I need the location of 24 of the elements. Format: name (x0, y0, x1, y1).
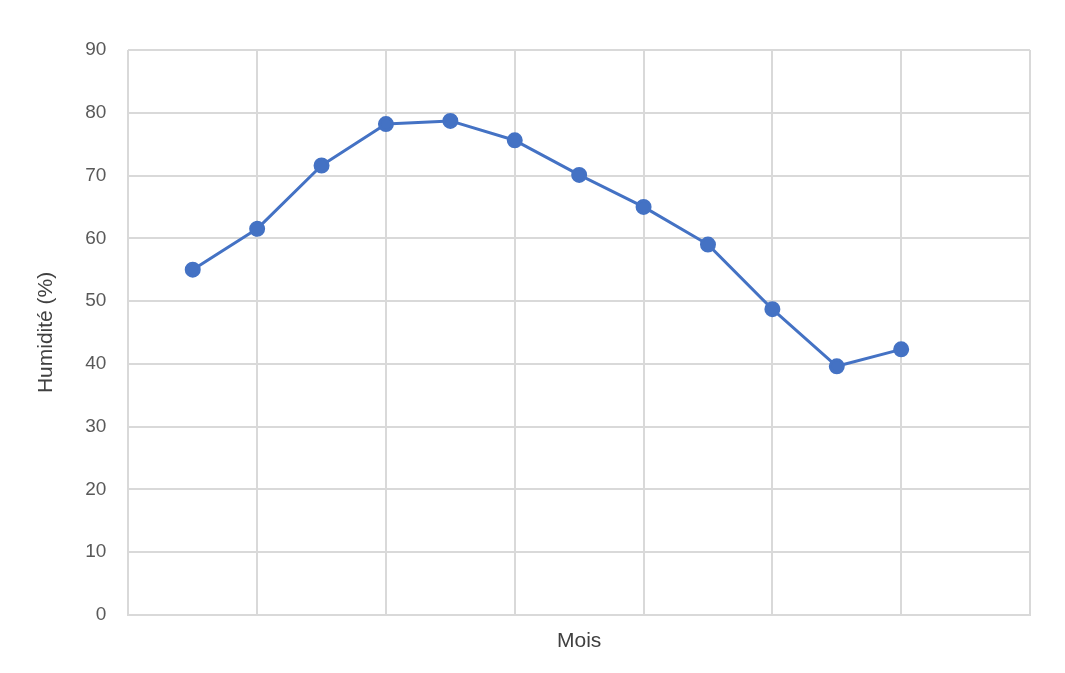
y-tick-label: 30 (85, 414, 107, 436)
point (442, 112, 459, 129)
y-tick-label: 40 (85, 352, 107, 374)
y-tick-label: 60 (85, 226, 107, 248)
y-tick-label: 50 (85, 289, 107, 311)
point (828, 358, 845, 375)
point (313, 157, 330, 174)
point (635, 198, 652, 215)
point (184, 261, 201, 278)
point (699, 236, 716, 253)
point (764, 301, 781, 318)
y-tick-label: 90 (85, 38, 107, 60)
y-tick-label: 20 (85, 477, 107, 499)
point (571, 166, 588, 183)
y-tick-label: 70 (85, 163, 107, 185)
y-tick-label: 0 (95, 603, 107, 625)
y-tick-label: 80 (85, 100, 107, 122)
point (377, 116, 394, 133)
point (506, 132, 523, 149)
y-axis-title: Humidité (%) (33, 271, 57, 394)
point (893, 341, 910, 358)
point (249, 220, 266, 237)
x-axis-title: Mois (556, 628, 602, 652)
y-tick-label: 10 (85, 540, 107, 562)
